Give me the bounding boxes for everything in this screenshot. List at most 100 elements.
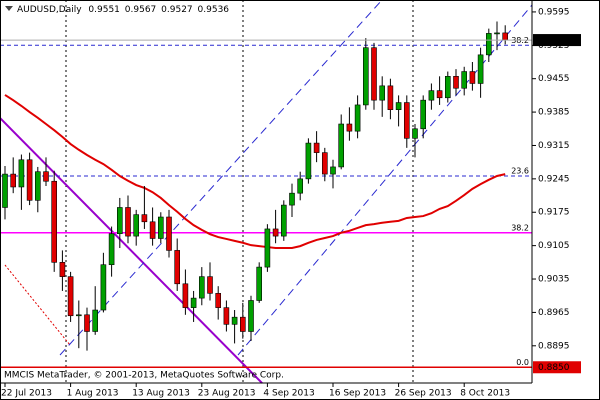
candle-body <box>280 204 287 237</box>
candle-body <box>10 173 16 188</box>
candle-body <box>125 207 131 237</box>
candle-body <box>43 171 49 182</box>
candle-body <box>248 300 254 332</box>
candle-body <box>100 264 107 311</box>
plot: 38.223.638.20.0 <box>0 21 532 369</box>
candle-body <box>403 102 410 139</box>
candle-body <box>2 173 8 208</box>
candle-body <box>354 104 361 132</box>
moving-average <box>4 94 506 250</box>
level-price-box <box>533 361 581 374</box>
grid-layer <box>65 0 414 383</box>
candle-body <box>338 123 345 168</box>
y-tick-label: 0.9175 <box>538 208 570 218</box>
candle-body <box>240 316 246 332</box>
candle-body <box>289 192 295 206</box>
y-tick-label: 0.9385 <box>538 108 570 118</box>
candle-body <box>67 276 74 317</box>
candle-body <box>207 276 213 294</box>
candle-body <box>444 76 451 99</box>
candle-body <box>117 207 123 235</box>
candle-body <box>321 152 328 175</box>
x-tick-label: 8 Oct 2013 <box>460 389 510 399</box>
y-tick-label: 0.8965 <box>538 308 570 318</box>
candle-body <box>174 250 180 285</box>
chart-header: AUDUSD,Daily 0.9551 0.9567 0.9527 0.9536 <box>17 5 229 15</box>
candle-body <box>59 262 66 277</box>
candle-body <box>272 228 279 237</box>
candle-body <box>436 90 443 99</box>
x-tick-label: 26 Sep 2013 <box>395 389 452 399</box>
header-close: 0.9536 <box>198 5 230 15</box>
x-tick-label: 1 Aug 2013 <box>67 389 119 399</box>
candle-body <box>84 314 90 332</box>
candle-body <box>469 71 476 84</box>
channel-line <box>59 0 383 356</box>
x-tick-label: 22 Jul 2013 <box>1 389 52 399</box>
price-box <box>533 34 581 47</box>
footer: MMCIS MetaTrader, © 2001-2013, MetaQuote… <box>4 371 284 381</box>
y-tick-label: 0.9315 <box>538 141 570 151</box>
candle-body <box>428 90 435 101</box>
y-tick-label: 0.9245 <box>538 174 570 184</box>
candle-body <box>158 216 164 239</box>
header-low: 0.9527 <box>161 5 193 15</box>
chart-title: AUDUSD,Daily <box>17 5 82 15</box>
candle-body <box>264 228 271 268</box>
candle-body <box>149 221 156 239</box>
candle-body <box>34 171 41 201</box>
fib-level-label: 23.6 <box>511 166 529 175</box>
fib-level-label: 0.0 <box>516 358 529 367</box>
symbol-icon <box>5 6 13 11</box>
candle-body <box>371 47 377 101</box>
candle-body <box>18 159 25 188</box>
trend-line <box>0 117 263 384</box>
y-tick-label: 0.8895 <box>538 341 570 351</box>
candle-body <box>313 142 320 153</box>
candle-body <box>141 214 148 223</box>
candle-body <box>92 309 98 332</box>
candle-body <box>346 123 353 132</box>
candle-body <box>133 214 139 237</box>
candle-body <box>199 276 205 299</box>
candle-body <box>502 32 509 41</box>
candle-body <box>108 233 115 266</box>
candle-body <box>494 32 500 35</box>
candle-body <box>76 314 82 317</box>
candle-body <box>412 128 418 139</box>
candle-body <box>223 307 230 325</box>
candle-body <box>330 166 336 175</box>
fib-level-label: 38.2 <box>511 223 529 232</box>
candle-body <box>453 76 459 89</box>
candle-body <box>387 85 394 111</box>
y-tick-label: 0.9455 <box>538 74 570 84</box>
candle-body <box>477 54 484 84</box>
candle-body <box>256 266 263 301</box>
candle-body <box>26 159 33 201</box>
candle-body <box>166 216 172 251</box>
x-tick-label: 13 Aug 2013 <box>132 389 190 399</box>
y-tick-label: 0.9595 <box>538 7 570 17</box>
y-tick-label: 0.9035 <box>538 275 570 285</box>
candle-body <box>395 102 402 111</box>
candle-body <box>297 178 304 194</box>
x-tick-label: 4 Sep 2013 <box>263 389 314 399</box>
price-label: 0.9536 <box>538 36 570 46</box>
candle-body <box>51 180 58 263</box>
candle-body <box>485 33 492 56</box>
candle-body <box>305 142 312 180</box>
candle-body <box>190 297 197 308</box>
candle-body <box>362 47 369 106</box>
level-price-label: 0.8850 <box>538 363 570 373</box>
x-tick-label: 16 Sep 2013 <box>329 389 386 399</box>
header-high: 0.9567 <box>125 5 157 15</box>
candle-body <box>231 316 238 325</box>
candle-body <box>379 85 386 101</box>
candle-body <box>215 293 221 308</box>
candle-body <box>420 99 427 130</box>
trend-line <box>4 264 71 346</box>
y-tick-label: 0.9105 <box>538 241 570 251</box>
header-open: 0.9551 <box>88 5 120 15</box>
